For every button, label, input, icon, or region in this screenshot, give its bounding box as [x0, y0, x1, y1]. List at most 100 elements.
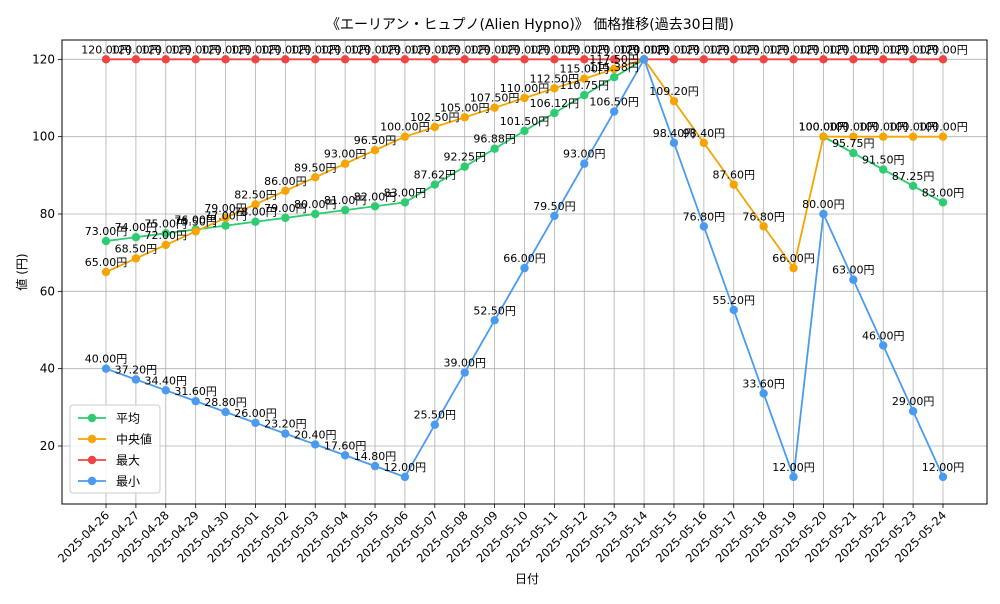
data-label: 120.00円 [410, 43, 460, 56]
data-point [938, 55, 948, 64]
data-label: 12.00円 [384, 461, 427, 474]
data-point [669, 55, 679, 64]
data-label: 40.00円 [85, 353, 128, 366]
data-label: 39.00円 [443, 357, 486, 370]
data-point [131, 233, 141, 242]
data-label: 115.38円 [589, 61, 639, 74]
data-point [131, 375, 141, 384]
data-point [879, 341, 888, 350]
data-point [101, 364, 111, 373]
data-point [311, 55, 320, 64]
data-point [400, 55, 410, 64]
data-label: 120.00円 [619, 43, 669, 56]
data-point [251, 200, 260, 209]
data-point [490, 316, 499, 325]
data-label: 120.00円 [679, 43, 729, 56]
data-label: 26.00円 [234, 407, 277, 420]
data-label: 75.50円 [174, 215, 217, 228]
data-label: 68.50円 [115, 242, 158, 255]
data-label: 29.00円 [892, 395, 935, 408]
data-point [819, 209, 828, 219]
data-point [221, 221, 230, 230]
data-label: 79.50円 [533, 200, 576, 213]
data-labels: 73.00円74.00円75.00円76.00円77.00円78.00円79.0… [81, 43, 968, 474]
data-label: 46.00円 [862, 329, 905, 342]
data-point [819, 132, 828, 141]
data-label: 120.00円 [619, 43, 669, 56]
data-label: 120.00円 [500, 43, 550, 56]
data-point [550, 108, 559, 118]
data-label: 65.00円 [85, 256, 128, 269]
data-label: 120.00円 [261, 43, 311, 56]
data-point [908, 132, 918, 141]
data-point [460, 368, 469, 377]
data-point [460, 162, 469, 171]
data-label: 96.50円 [354, 134, 397, 147]
data-label: 89.50円 [294, 161, 337, 174]
data-label: 120.00円 [589, 43, 639, 56]
data-label: 25.50円 [414, 409, 457, 422]
data-label: 120.00円 [440, 43, 490, 56]
legend-entry: 平均 [116, 412, 140, 426]
data-point [281, 213, 290, 223]
data-point [520, 263, 529, 273]
data-label: 82.00円 [354, 190, 397, 203]
data-label: 17.60円 [324, 439, 367, 452]
data-point [879, 165, 888, 174]
data-label: 76.80円 [742, 210, 785, 223]
data-label: 120.00円 [111, 43, 161, 56]
data-label: 120.00円 [291, 43, 341, 56]
data-label: 87.62円 [414, 169, 457, 182]
data-label: 100.00円 [799, 121, 849, 134]
data-label: 117.50円 [589, 53, 639, 66]
data-point [221, 213, 230, 223]
data-point [580, 159, 589, 168]
data-point [609, 64, 619, 74]
data-point [430, 122, 440, 132]
data-point [191, 55, 200, 64]
data-point [879, 55, 888, 64]
data-label: 120.00円 [380, 43, 430, 56]
y-tick-label: 120 [32, 52, 55, 66]
data-point [550, 84, 559, 93]
data-point [221, 407, 230, 417]
y-tick-label: 100 [32, 130, 55, 144]
data-point [460, 55, 469, 64]
grid [62, 40, 987, 504]
data-point [430, 180, 440, 189]
data-point [938, 198, 948, 207]
data-label: 120.00円 [320, 43, 370, 56]
data-point [520, 55, 529, 64]
data-point [879, 132, 888, 141]
data-point [609, 107, 619, 116]
data-point [609, 72, 619, 82]
data-label: 100.00円 [888, 121, 938, 134]
data-label: 98.40円 [653, 127, 696, 140]
data-point [101, 236, 111, 246]
data-point [281, 429, 290, 438]
data-point [908, 181, 918, 191]
data-point [161, 386, 170, 395]
data-point [340, 159, 350, 168]
data-point [161, 229, 170, 238]
data-point [759, 389, 768, 398]
data-point [789, 472, 798, 482]
data-label: 66.00円 [503, 252, 546, 265]
data-point [191, 396, 200, 406]
data-label: 28.80円 [204, 396, 247, 409]
chart-title: 《エーリアン・ヒュプノ(Alien Hypno)》 価格推移(過去30日間) [326, 17, 734, 33]
data-label: 87.60円 [713, 169, 756, 182]
legend-entry: 最大 [116, 454, 140, 468]
data-label: 78.00円 [234, 206, 277, 219]
data-point [400, 132, 410, 141]
data-label: 120.00円 [619, 43, 669, 56]
legend-swatch-marker [87, 476, 97, 486]
data-point [460, 113, 469, 122]
data-point [131, 55, 141, 64]
data-point [759, 222, 768, 231]
data-point [251, 418, 260, 427]
data-label: 37.20円 [115, 363, 158, 376]
data-point [849, 148, 858, 158]
data-label: 66.00円 [772, 252, 815, 265]
